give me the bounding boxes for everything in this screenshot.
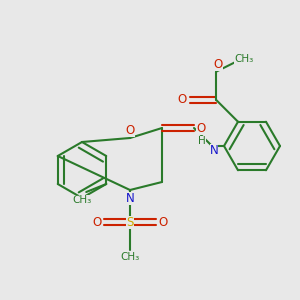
Text: CH₃: CH₃ — [120, 252, 140, 262]
Text: O: O — [92, 215, 102, 229]
Text: O: O — [177, 93, 187, 106]
Text: O: O — [213, 58, 223, 71]
Text: O: O — [196, 122, 206, 134]
Text: O: O — [158, 215, 168, 229]
Text: N: N — [126, 191, 134, 205]
Text: S: S — [126, 215, 134, 229]
Text: O: O — [125, 124, 135, 137]
Text: N: N — [210, 143, 218, 157]
Text: H: H — [198, 136, 206, 146]
Text: CH₃: CH₃ — [234, 54, 254, 64]
Text: CH₃: CH₃ — [73, 195, 92, 205]
